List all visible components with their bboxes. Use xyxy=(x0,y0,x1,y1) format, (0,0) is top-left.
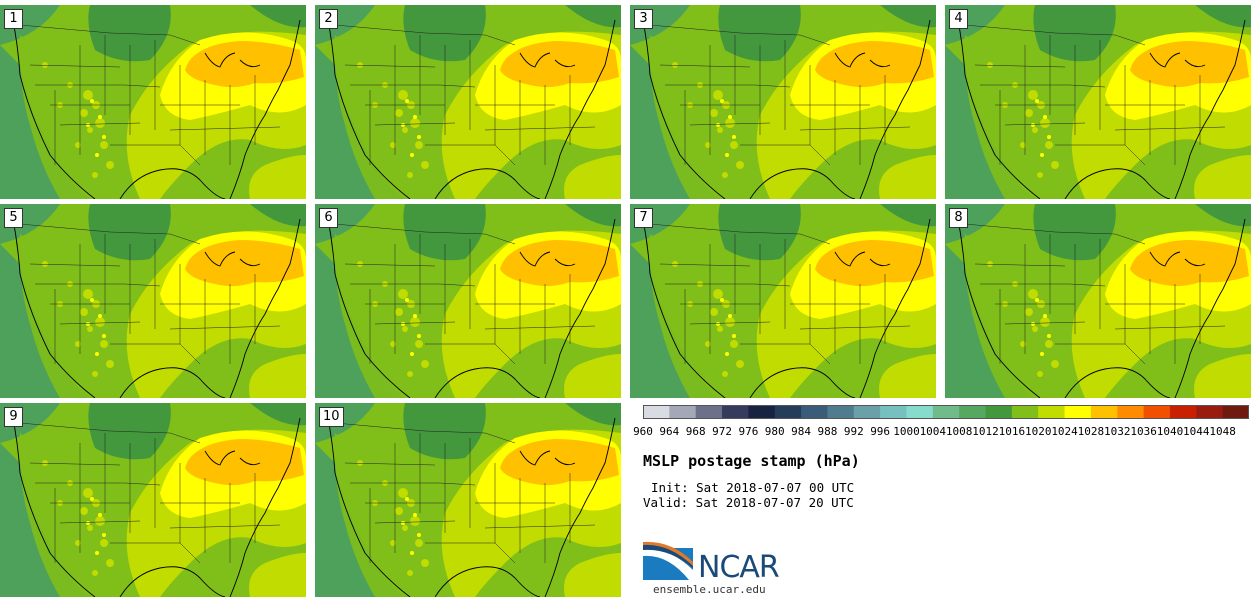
colorbar-tick-label: 1044 xyxy=(1183,425,1210,438)
colorbar-tick-label: 992 xyxy=(843,425,864,438)
colorbar-swatch xyxy=(669,405,697,419)
mslp-map-9 xyxy=(0,403,306,597)
colorbar-swatch xyxy=(1038,405,1066,419)
colorbar-tick-label: 1036 xyxy=(1130,425,1157,438)
mslp-map-8 xyxy=(945,204,1251,398)
ensemble-url[interactable]: ensemble.ucar.edu xyxy=(653,583,766,596)
colorbar-swatch xyxy=(827,405,855,419)
colorbar-tick-label: 1004 xyxy=(919,425,947,438)
ensemble-member-map: 1 xyxy=(0,5,306,199)
colorbar-swatch xyxy=(1090,405,1118,419)
init-time: Init: Sat 2018-07-07 00 UTC xyxy=(651,480,855,495)
member-number: 10 xyxy=(319,407,344,427)
ensemble-member-map: 5 xyxy=(0,204,306,398)
ncar-logo-icon xyxy=(643,541,693,580)
valid-time: Valid: Sat 2018-07-07 20 UTC xyxy=(643,495,854,510)
colorbar-swatch xyxy=(1064,405,1092,419)
ensemble-member-map: 9 xyxy=(0,403,306,597)
colorbar-swatch xyxy=(1011,405,1039,419)
ensemble-member-map: 8 xyxy=(945,204,1251,398)
pressure-colorbar xyxy=(643,405,1249,419)
member-number: 3 xyxy=(634,9,653,29)
colorbar-swatch xyxy=(853,405,881,419)
colorbar-tick-label: 960 xyxy=(633,425,653,438)
ncar-logo-text: NCAR xyxy=(698,550,780,585)
colorbar-tick-label: 988 xyxy=(817,425,838,438)
mslp-map-2 xyxy=(315,5,621,199)
member-number: 2 xyxy=(319,9,338,29)
colorbar-swatch xyxy=(748,405,776,419)
colorbar-tick-label: 968 xyxy=(685,425,706,438)
member-number: 7 xyxy=(634,208,653,228)
colorbar-tick-label: 1008 xyxy=(945,425,973,438)
colorbar-tick-label: 980 xyxy=(764,425,785,438)
ensemble-member-map: 7 xyxy=(630,204,936,398)
colorbar-swatch xyxy=(880,405,907,419)
colorbar-swatch xyxy=(1143,405,1171,419)
colorbar-tick-label: 1020 xyxy=(1024,425,1052,438)
colorbar-swatch xyxy=(1117,405,1145,419)
colorbar-tick-label: 976 xyxy=(738,425,759,438)
colorbar-swatch xyxy=(1222,405,1249,419)
colorbar-swatch xyxy=(932,405,960,419)
colorbar-swatch xyxy=(985,405,1013,419)
colorbar-swatch xyxy=(906,405,934,419)
ensemble-member-map: 2 xyxy=(315,5,621,199)
member-number: 8 xyxy=(949,208,968,228)
mslp-map-10 xyxy=(315,403,621,597)
member-number: 1 xyxy=(4,9,23,29)
colorbar-swatch xyxy=(1169,405,1197,419)
colorbar-tick-label: 1048 xyxy=(1209,425,1236,438)
colorbar-swatch xyxy=(774,405,802,419)
ensemble-member-map: 4 xyxy=(945,5,1251,199)
colorbar-tick-label: 1040 xyxy=(1156,425,1184,438)
colorbar-swatch xyxy=(959,405,987,419)
mslp-map-4 xyxy=(945,5,1251,199)
colorbar-tick-label: 1016 xyxy=(998,425,1026,438)
member-number: 9 xyxy=(4,407,23,427)
colorbar-tick-label: 1032 xyxy=(1104,425,1131,438)
ensemble-member-map: 6 xyxy=(315,204,621,398)
colorbar-swatch xyxy=(695,405,723,419)
member-number: 4 xyxy=(949,9,968,29)
colorbar-tick-label: 1028 xyxy=(1077,425,1105,438)
mslp-map-3 xyxy=(630,5,936,199)
ensemble-member-map: 3 xyxy=(630,5,936,199)
colorbar-tick-label: 1012 xyxy=(972,425,999,438)
colorbar-swatch xyxy=(722,405,749,419)
colorbar-swatch xyxy=(643,405,670,419)
colorbar-tick-label: 996 xyxy=(870,425,891,438)
mslp-map-7 xyxy=(630,204,936,398)
colorbar-tick-label: 1024 xyxy=(1051,425,1078,438)
colorbar-tick-label: 1000 xyxy=(893,425,920,438)
chart-title: MSLP postage stamp (hPa) xyxy=(643,452,860,470)
mslp-map-1 xyxy=(0,5,306,199)
colorbar-swatch xyxy=(801,405,828,419)
colorbar-swatch xyxy=(1196,405,1224,419)
colorbar-tick-label: 984 xyxy=(791,425,812,438)
ensemble-member-map: 10 xyxy=(315,403,621,597)
colorbar-tick-label: 964 xyxy=(659,425,680,438)
mslp-map-6 xyxy=(315,204,621,398)
member-number: 5 xyxy=(4,208,23,228)
colorbar-tick-label: 972 xyxy=(712,425,732,438)
member-number: 6 xyxy=(319,208,338,228)
mslp-map-5 xyxy=(0,204,306,398)
